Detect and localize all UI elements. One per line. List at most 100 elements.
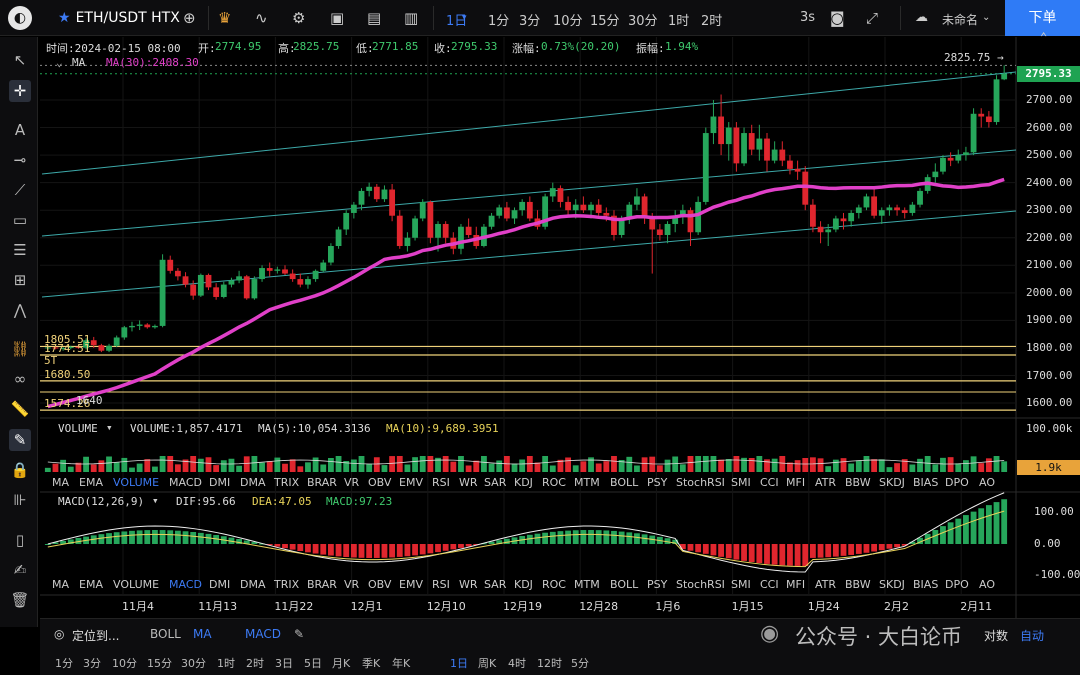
macd-indicator-tab[interactable]: MA — [52, 578, 70, 591]
search-icon[interactable]: ⊕ — [183, 9, 196, 27]
timeframe-7[interactable]: 2时 — [701, 14, 723, 29]
ruler-icon[interactable]: 📏 — [10, 400, 30, 418]
layout-icon[interactable]: ▥ — [404, 9, 419, 27]
macd-indicator-tab[interactable]: RSI — [432, 578, 450, 591]
period-13[interactable]: 周K — [478, 657, 497, 670]
log-scale-toggle[interactable]: 对数 — [984, 629, 1009, 643]
period-6[interactable]: 2时 — [246, 657, 264, 670]
chevron-down-icon[interactable]: ▾ — [462, 13, 467, 23]
cloud-icon[interactable]: ☁ — [915, 10, 928, 25]
volume-indicator-tab[interactable]: SMI — [731, 476, 751, 489]
volume-indicator-tab[interactable]: AO — [979, 476, 995, 489]
macd-indicator-tab[interactable]: SMI — [731, 578, 751, 591]
brush-icon[interactable]: ✎ — [9, 429, 31, 451]
template-icon[interactable]: ⊪ — [13, 491, 27, 509]
macd-indicator-tab[interactable]: OBV — [368, 578, 392, 591]
crown-icon[interactable]: ♛ — [218, 9, 232, 27]
timeframe-4[interactable]: 15分 — [590, 14, 620, 29]
volume-indicator-tab[interactable]: ROC — [542, 476, 566, 489]
period-12[interactable]: 1日 — [450, 657, 468, 670]
volume-indicator-tab[interactable]: WR — [459, 476, 478, 489]
gear-icon[interactable]: ⚙ — [292, 9, 306, 27]
period-11[interactable]: 年K — [392, 657, 411, 670]
macd-indicator-tab[interactable]: DMA — [240, 578, 266, 591]
macd-indicator-tab[interactable]: VR — [344, 578, 360, 591]
trash-icon[interactable]: 🗑 — [10, 591, 30, 609]
macd-indicator-tab[interactable]: DPO — [945, 578, 969, 591]
macd-indicator-tab[interactable]: WR — [459, 578, 478, 591]
macd-indicator-tab[interactable]: EMA — [79, 578, 103, 591]
volume-indicator-tab[interactable]: EMV — [399, 476, 423, 489]
volume-indicator-tab[interactable]: EMA — [79, 476, 103, 489]
locate-icon[interactable]: ◎ — [54, 627, 65, 641]
edit-list-icon[interactable]: ✍ — [13, 561, 27, 579]
macd-indicator-tab[interactable]: MTM — [574, 578, 600, 591]
volume-indicator-tab[interactable]: MTM — [574, 476, 600, 489]
period-16[interactable]: 5分 — [571, 657, 589, 670]
volume-indicator-tab[interactable]: BOLL — [610, 476, 639, 489]
table-icon[interactable]: ▤ — [367, 9, 382, 27]
volume-indicator-tab[interactable]: CCI — [760, 476, 779, 489]
cursor-icon[interactable]: ↖ — [13, 51, 27, 69]
period-15[interactable]: 12时 — [537, 657, 562, 670]
timeframe-2[interactable]: 3分 — [519, 14, 541, 29]
volume-indicator-tab[interactable]: VR — [344, 476, 360, 489]
period-4[interactable]: 30分 — [181, 657, 206, 670]
fib-icon[interactable]: ⊞ — [13, 271, 27, 289]
volume-indicator-tab[interactable]: RSI — [432, 476, 450, 489]
period-9[interactable]: 月K — [332, 657, 351, 670]
auto-scale-toggle[interactable]: 自动 — [1020, 629, 1045, 643]
volume-indicator-tab[interactable]: OBV — [368, 476, 392, 489]
refresh-interval[interactable]: 3s — [800, 10, 816, 25]
macd-indicator-tab[interactable]: StochRSI — [676, 578, 725, 591]
macd-indicator-tab[interactable]: BBW — [845, 578, 871, 591]
volume-indicator-tab[interactable]: BBW — [845, 476, 871, 489]
fullscreen-icon[interactable]: ⤢ — [866, 9, 879, 27]
volume-indicator-tab[interactable]: SKDJ — [879, 476, 905, 489]
volume-indicator-tab[interactable]: MA — [52, 476, 70, 489]
volume-title[interactable]: VOLUME — [58, 422, 98, 435]
sub-indicator-macd[interactable]: MACD — [245, 627, 281, 641]
order-button[interactable]: 下单 — [1005, 0, 1080, 36]
ray-icon[interactable]: ⟋ — [14, 181, 26, 199]
locate-button[interactable]: 定位到... — [72, 629, 120, 643]
timeframe-0[interactable]: 1日 — [446, 14, 468, 29]
volume-indicator-tab[interactable]: MFI — [786, 476, 806, 489]
volume-indicator-tab[interactable]: VOLUME — [113, 476, 160, 489]
timeframe-3[interactable]: 10分 — [553, 14, 583, 29]
volume-indicator-tab[interactable]: TRIX — [274, 476, 300, 489]
volume-indicator-tab[interactable]: SAR — [484, 476, 507, 489]
text-icon[interactable]: A — [14, 121, 26, 139]
lock-icon[interactable]: 🔒 — [10, 461, 30, 479]
layout-name[interactable]: 未命名 — [942, 13, 979, 27]
macd-indicator-tab[interactable]: ROC — [542, 578, 566, 591]
volume-indicator-tab[interactable]: PSY — [647, 476, 668, 489]
favorite-star-icon[interactable]: ★ — [58, 10, 71, 26]
macd-indicator-tab[interactable]: AO — [979, 578, 995, 591]
macd-indicator-tab[interactable]: CCI — [760, 578, 779, 591]
crosshair-icon[interactable]: ✛ — [9, 80, 31, 102]
macd-indicator-tab[interactable]: TRIX — [274, 578, 300, 591]
bookmark-icon[interactable]: ▯ — [15, 531, 25, 549]
volume-indicator-tab[interactable]: BRAR — [307, 476, 337, 489]
trendline-icon[interactable]: ⊸ — [13, 151, 27, 169]
chevron-down-icon[interactable]: ⌄ — [982, 12, 991, 23]
edit-indicator-icon[interactable]: ✎ — [294, 627, 305, 641]
macd-indicator-tab[interactable]: VOLUME — [113, 578, 160, 591]
pattern-icon[interactable]: ⋀ — [13, 301, 27, 319]
link-icon[interactable]: ∞ — [13, 370, 27, 388]
macd-indicator-tab[interactable]: KDJ — [514, 578, 533, 591]
main-indicator-ma[interactable]: MA — [193, 627, 212, 641]
chevron-down-icon[interactable]: ▾ — [152, 494, 159, 507]
collapse-icon[interactable]: ⌃ — [1040, 30, 1048, 44]
period-10[interactable]: 季K — [362, 657, 381, 670]
macd-indicator-tab[interactable]: ATR — [815, 578, 837, 591]
macd-indicator-tab[interactable]: PSY — [647, 578, 668, 591]
timeframe-1[interactable]: 1分 — [488, 14, 510, 29]
macd-indicator-tab[interactable]: MACD — [169, 578, 202, 591]
period-8[interactable]: 5日 — [304, 657, 322, 670]
channel-icon[interactable]: ☰ — [13, 241, 27, 259]
macd-indicator-tab[interactable]: EMV — [399, 578, 423, 591]
macd-title[interactable]: MACD(12,26,9) — [58, 495, 145, 508]
